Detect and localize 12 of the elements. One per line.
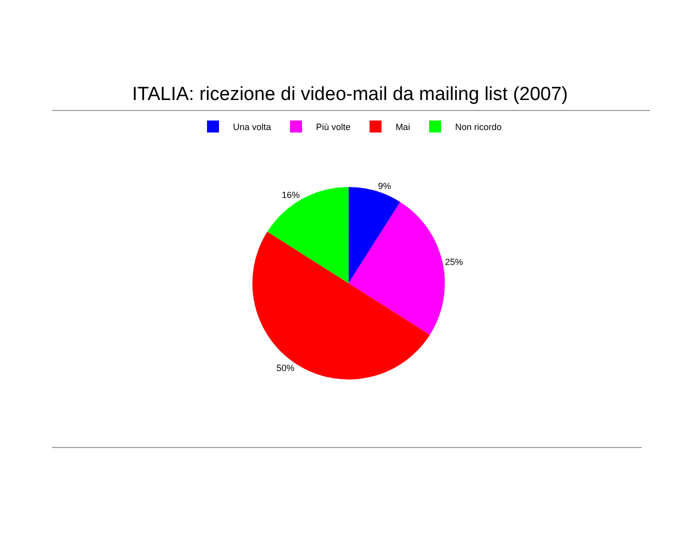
data-label: 50% bbox=[276, 363, 295, 374]
data-label: 16% bbox=[282, 190, 300, 200]
legend-label: Più volte bbox=[316, 122, 351, 132]
pie-slice bbox=[348, 202, 445, 335]
data-label: 9% bbox=[378, 181, 391, 192]
pie-slice bbox=[252, 232, 430, 380]
legend-label: Una volta bbox=[233, 122, 272, 132]
legend-label: Non ricordo bbox=[455, 122, 502, 132]
pie-slice bbox=[267, 187, 349, 284]
data-label: 25% bbox=[445, 257, 464, 268]
legend-label: Mai bbox=[396, 122, 410, 132]
chart-title: ITALIA: ricezione di video-mail da mailing list (2007) bbox=[132, 84, 568, 106]
